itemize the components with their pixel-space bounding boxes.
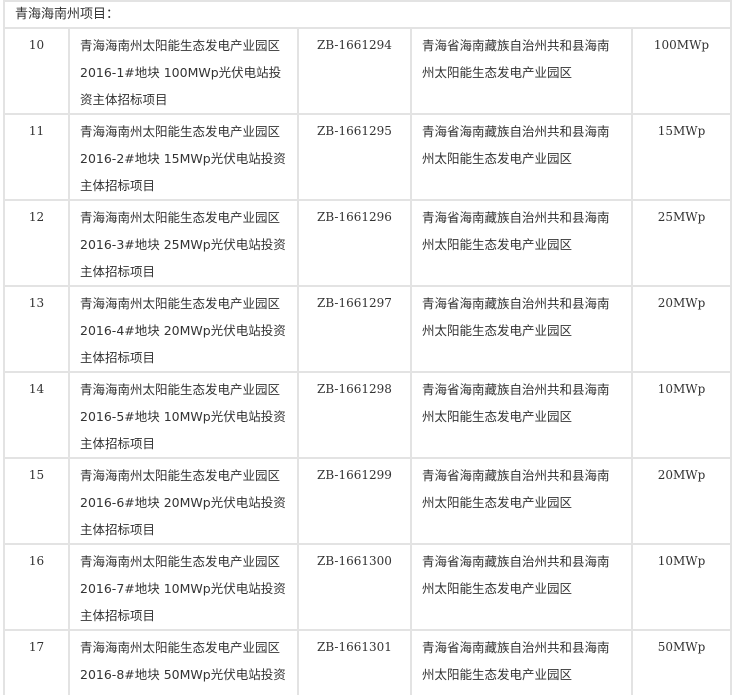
project-location: 青海省海南藏族自治州共和县海南州太阳能生态发电产业园区 xyxy=(410,199,633,287)
project-code: ZB-1661300 xyxy=(297,543,412,631)
project-name: 青海海南州太阳能生态发电产业园区 2016-6#地块 20MWp光伏电站投资主体… xyxy=(68,457,299,545)
project-code: ZB-1661299 xyxy=(297,457,412,545)
project-name: 青海海南州太阳能生态发电产业园区 2016-7#地块 10MWp光伏电站投资主体… xyxy=(68,543,299,631)
table-row: 16 青海海南州太阳能生态发电产业园区 2016-7#地块 10MWp光伏电站投资… xyxy=(3,543,732,631)
project-location: 青海省海南藏族自治州共和县海南州太阳能生态发电产业园区 xyxy=(410,113,633,201)
row-number: 16 xyxy=(3,543,70,631)
row-number: 14 xyxy=(3,371,70,459)
row-number: 17 xyxy=(3,629,70,695)
project-location: 青海省海南藏族自治州共和县海南州太阳能生态发电产业园区 xyxy=(410,629,633,695)
project-capacity: 10MWp xyxy=(631,543,732,631)
project-capacity: 15MWp xyxy=(631,113,732,201)
project-capacity: 10MWp xyxy=(631,371,732,459)
project-capacity: 100MWp xyxy=(631,27,732,115)
project-name: 青海海南州太阳能生态发电产业园区 2016-8#地块 50MWp光伏电站投资主体… xyxy=(68,629,299,695)
project-name: 青海海南州太阳能生态发电产业园区 2016-3#地块 25MWp光伏电站投资主体… xyxy=(68,199,299,287)
section-title: 青海海南州项目： xyxy=(3,0,732,29)
project-capacity: 20MWp xyxy=(631,285,732,373)
row-number: 10 xyxy=(3,27,70,115)
table-row: 17 青海海南州太阳能生态发电产业园区 2016-8#地块 50MWp光伏电站投资… xyxy=(3,629,732,695)
table-row: 13 青海海南州太阳能生态发电产业园区 2016-4#地块 20MWp光伏电站投资… xyxy=(3,285,732,373)
projects-table: 青海海南州项目： 10 青海海南州太阳能生态发电产业园区 2016-1#地块 10… xyxy=(3,0,732,695)
row-number: 15 xyxy=(3,457,70,545)
row-number: 11 xyxy=(3,113,70,201)
row-number: 13 xyxy=(3,285,70,373)
table-row: 12 青海海南州太阳能生态发电产业园区 2016-3#地块 25MWp光伏电站投资… xyxy=(3,199,732,287)
project-code: ZB-1661297 xyxy=(297,285,412,373)
project-capacity: 50MWp xyxy=(631,629,732,695)
project-code: ZB-1661294 xyxy=(297,27,412,115)
project-code: ZB-1661301 xyxy=(297,629,412,695)
project-name: 青海海南州太阳能生态发电产业园区 2016-5#地块 10MWp光伏电站投资主体… xyxy=(68,371,299,459)
project-location: 青海省海南藏族自治州共和县海南州太阳能生态发电产业园区 xyxy=(410,543,633,631)
section-header-row: 青海海南州项目： xyxy=(3,0,732,29)
project-code: ZB-1661298 xyxy=(297,371,412,459)
table-row: 14 青海海南州太阳能生态发电产业园区 2016-5#地块 10MWp光伏电站投资… xyxy=(3,371,732,459)
project-code: ZB-1661295 xyxy=(297,113,412,201)
project-name: 青海海南州太阳能生态发电产业园区 2016-4#地块 20MWp光伏电站投资主体… xyxy=(68,285,299,373)
project-location: 青海省海南藏族自治州共和县海南州太阳能生态发电产业园区 xyxy=(410,457,633,545)
table-row: 10 青海海南州太阳能生态发电产业园区 2016-1#地块 100MWp光伏电站投… xyxy=(3,27,732,115)
row-number: 12 xyxy=(3,199,70,287)
project-capacity: 20MWp xyxy=(631,457,732,545)
project-code: ZB-1661296 xyxy=(297,199,412,287)
project-location: 青海省海南藏族自治州共和县海南州太阳能生态发电产业园区 xyxy=(410,285,633,373)
project-name: 青海海南州太阳能生态发电产业园区 2016-2#地块 15MWp光伏电站投资主体… xyxy=(68,113,299,201)
project-location: 青海省海南藏族自治州共和县海南州太阳能生态发电产业园区 xyxy=(410,27,633,115)
project-capacity: 25MWp xyxy=(631,199,732,287)
table-row: 15 青海海南州太阳能生态发电产业园区 2016-6#地块 20MWp光伏电站投资… xyxy=(3,457,732,545)
project-name: 青海海南州太阳能生态发电产业园区 2016-1#地块 100MWp光伏电站投资主… xyxy=(68,27,299,115)
table-row: 11 青海海南州太阳能生态发电产业园区 2016-2#地块 15MWp光伏电站投资… xyxy=(3,113,732,201)
project-location: 青海省海南藏族自治州共和县海南州太阳能生态发电产业园区 xyxy=(410,371,633,459)
